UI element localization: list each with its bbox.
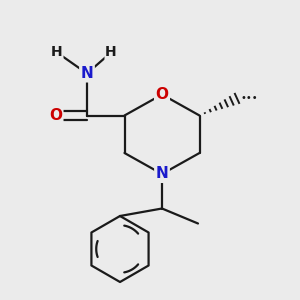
Text: N: N [156, 167, 168, 182]
Text: H: H [51, 46, 63, 59]
Text: •••: ••• [241, 93, 258, 103]
Text: O: O [155, 87, 169, 102]
Text: O: O [49, 108, 62, 123]
Text: N: N [81, 66, 93, 81]
Text: H: H [105, 46, 117, 59]
